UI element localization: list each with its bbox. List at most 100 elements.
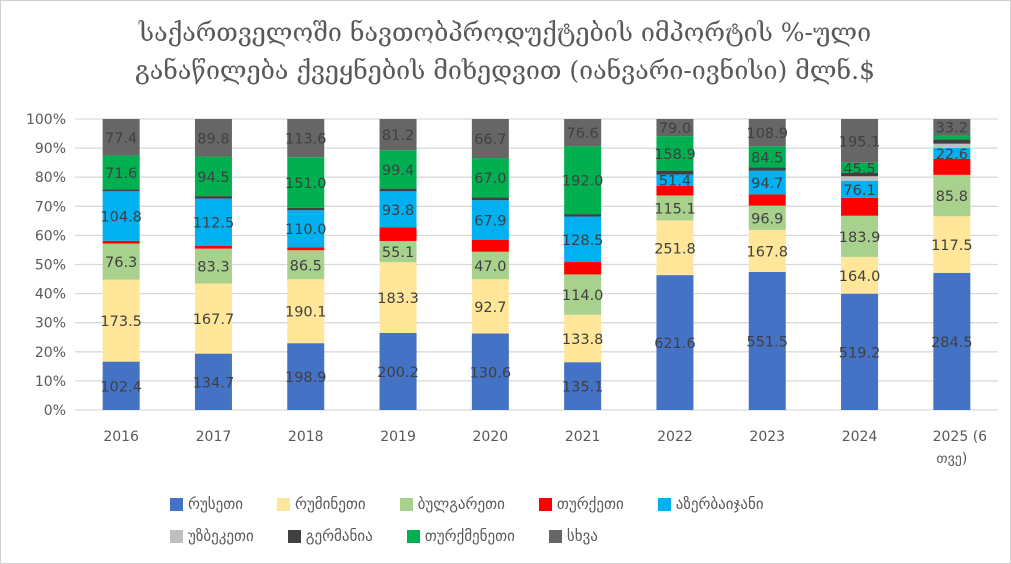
x-tick-label: 2024 — [842, 429, 878, 445]
x-tick-label: 2020 — [473, 429, 509, 445]
bar-segment — [748, 167, 786, 171]
legend-label: გერმანია — [305, 527, 373, 545]
chart-title-line-2: განაწილება ქვეყნების მიხედვით (იანვარი-ი… — [135, 56, 875, 85]
bar-segment — [748, 205, 786, 230]
bar-segment — [933, 135, 971, 140]
data-label: 198.9 — [285, 370, 327, 386]
bar-segment — [379, 150, 417, 189]
data-label: 173.5 — [100, 314, 142, 330]
legend-swatch — [287, 529, 301, 543]
y-tick-label: 50% — [35, 258, 66, 274]
bar-segment — [102, 155, 140, 190]
data-label: 51.4 — [659, 174, 691, 190]
y-axis: 0% 10% 20% 30% 40% 50% 60% 70% 80% 90% 100% — [26, 112, 66, 419]
bar-segment — [379, 262, 417, 333]
bar-segment — [564, 119, 602, 147]
bar-segment — [287, 279, 325, 344]
bar-segment — [102, 279, 140, 362]
bar-segment — [656, 136, 694, 171]
data-label: 96.9 — [751, 211, 783, 227]
bar-segment — [102, 119, 140, 156]
legend-swatch — [170, 497, 183, 511]
bar-segment — [564, 146, 602, 215]
data-label: 55.1 — [382, 245, 414, 261]
bar-segment — [194, 156, 232, 197]
data-label: 164.0 — [839, 269, 881, 285]
data-label: 621.6 — [654, 336, 696, 352]
data-label: 102.4 — [100, 379, 142, 395]
bar-segment — [748, 146, 786, 168]
x-tick-label: 2023 — [749, 429, 785, 445]
bar-segment — [748, 194, 786, 206]
data-label: 117.5 — [931, 238, 973, 254]
bar-segment — [656, 170, 694, 175]
legend-swatch — [170, 529, 183, 543]
legend-label: უზბეკეთი — [188, 527, 254, 545]
bar-segment — [656, 185, 694, 196]
bar-segment — [379, 119, 417, 151]
bar-segment — [933, 272, 971, 410]
data-label: 104.8 — [100, 210, 142, 226]
data-label: 47.0 — [474, 259, 506, 275]
y-tick-label: 40% — [35, 287, 66, 303]
data-label: 93.8 — [382, 203, 414, 219]
data-label: 89.8 — [197, 131, 229, 147]
bar-segment — [656, 119, 694, 137]
bar-segment — [564, 362, 602, 410]
data-label: 519.2 — [839, 345, 881, 361]
bar-segment — [471, 119, 509, 159]
bar-segment — [656, 195, 694, 221]
x-tick-label: 2016 — [103, 429, 139, 445]
bar-segment — [748, 119, 786, 147]
bar-segment — [564, 314, 602, 363]
data-label: 158.9 — [654, 147, 696, 163]
bar-segment — [287, 247, 325, 251]
bar-segment — [841, 162, 879, 173]
data-label: 128.5 — [562, 233, 604, 249]
legend-item: ბულგარეთი — [399, 495, 505, 513]
bar-segment — [471, 158, 509, 198]
bar-segment — [287, 210, 325, 248]
y-tick-label: 100% — [26, 112, 66, 128]
bar-segment — [933, 139, 971, 144]
bar-segment — [194, 245, 232, 249]
data-label: 135.1 — [562, 380, 604, 396]
bar-segment — [194, 283, 232, 354]
bar-segment — [102, 189, 140, 192]
legend-swatch — [277, 497, 291, 511]
legend: რუსეთი რუმინეთი ბულგარეთი თურქეთი აზერბაიჯან… — [170, 488, 930, 552]
bar-segment — [379, 240, 417, 263]
bar-segment — [379, 227, 417, 241]
x-tick-label: 2022 — [657, 429, 693, 445]
data-label: 108.9 — [746, 126, 788, 142]
data-label: 79.0 — [659, 121, 691, 137]
bar-segment — [287, 157, 325, 208]
legend-item: რუმინეთი — [277, 495, 366, 513]
data-label: 66.7 — [474, 132, 506, 148]
data-label: 200.2 — [377, 365, 419, 381]
data-label: 130.6 — [470, 365, 512, 381]
bar-segment — [379, 332, 417, 410]
data-label: 183.9 — [839, 230, 881, 246]
bar-segment — [841, 293, 879, 410]
legend-swatch — [406, 529, 420, 543]
data-label: 133.8 — [562, 332, 604, 348]
data-label: 22.6 — [936, 147, 968, 163]
legend-item: სხვა — [548, 527, 598, 545]
bar-segment — [841, 197, 879, 216]
bar-segment — [194, 119, 232, 157]
bar-segment — [933, 148, 971, 159]
legend-item: აზერბაიჯანი — [657, 495, 764, 513]
bar-segment — [471, 239, 509, 252]
bar-segment — [841, 176, 879, 181]
chart-title-line-1: საქართველოში ნავთობპროდუქტების იმპორტის … — [138, 18, 872, 47]
legend-label: რუმინეთი — [295, 495, 366, 513]
data-label: 92.7 — [474, 300, 506, 316]
legend-swatch — [548, 529, 562, 543]
data-label: 94.7 — [751, 176, 783, 192]
bar-segment — [841, 215, 879, 257]
legend-label: რუსეთი — [188, 495, 244, 513]
legend-item: უზბეკეთი — [170, 527, 254, 545]
bar-segment — [287, 343, 325, 410]
